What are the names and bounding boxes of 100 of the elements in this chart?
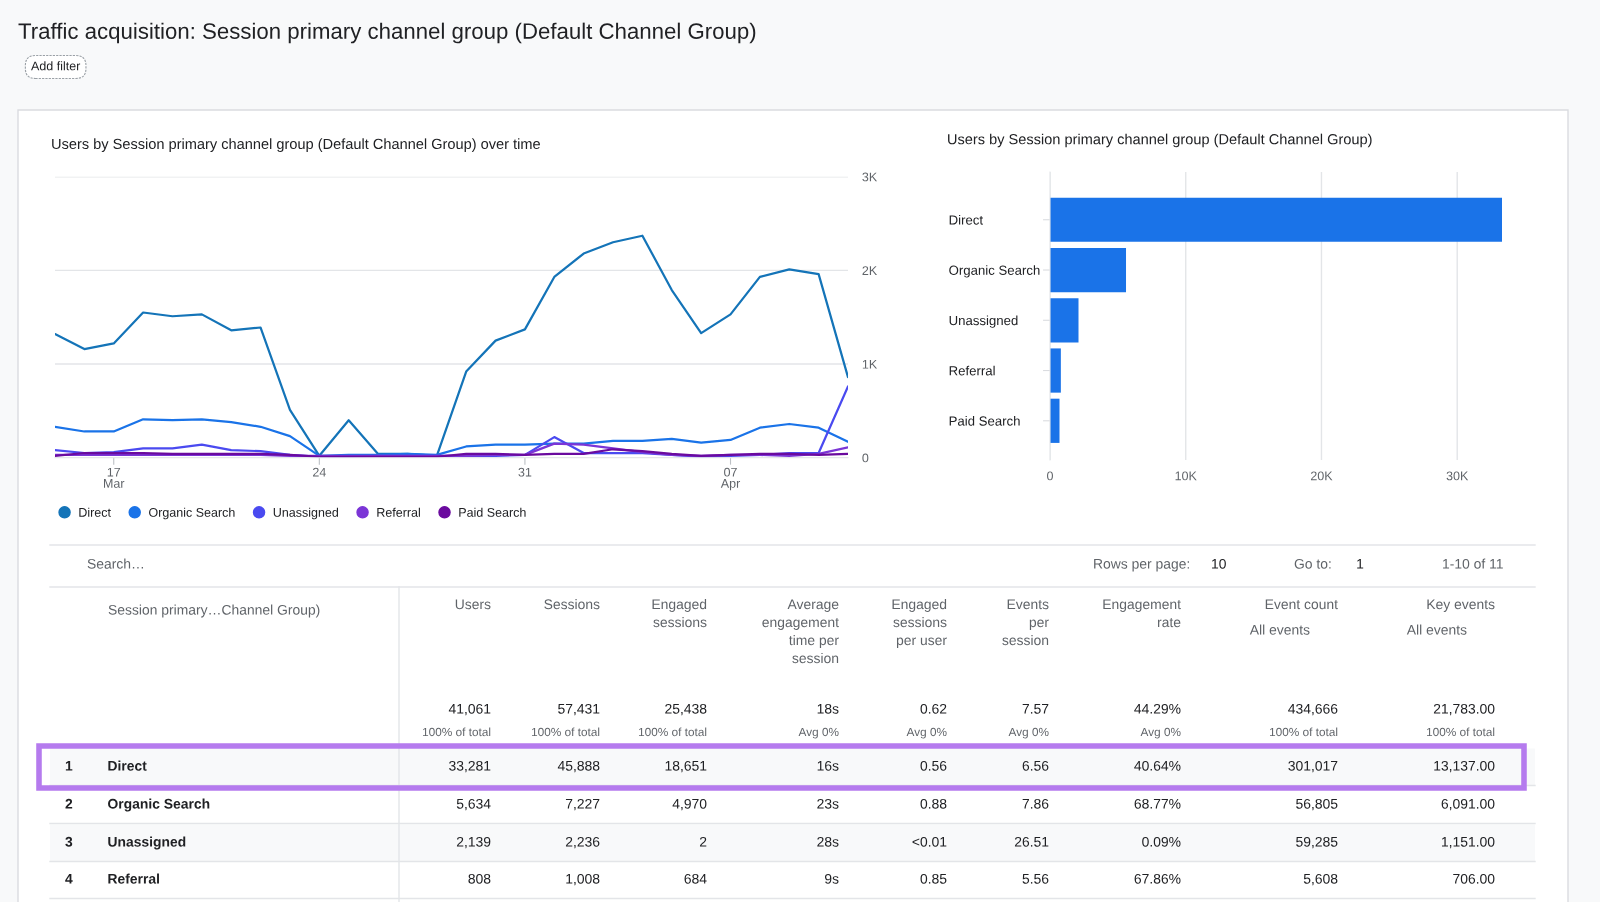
legend-label: Paid Search: [459, 507, 526, 517]
category-label: Session primary…Channel Group): [108, 604, 320, 618]
text: 5.56: [1022, 873, 1049, 884]
text: 0.56: [920, 760, 947, 771]
category-label: Average engagement time per session: [762, 599, 839, 664]
text: 100% of total: [531, 727, 600, 737]
category-label: Key events: [1427, 599, 1495, 612]
text: 808: [468, 873, 491, 884]
text: 7,227: [565, 798, 600, 811]
legend-label: Referral: [377, 507, 420, 517]
text: 16s: [817, 760, 839, 771]
legend-label: Organic Search: [149, 507, 235, 520]
y-tick-label: 3K: [862, 172, 878, 182]
text: Search…: [87, 558, 144, 569]
text: 10: [1212, 558, 1226, 569]
text: 2,236: [565, 836, 600, 849]
text: 706.00: [1453, 873, 1495, 884]
text: Avg 0%: [798, 727, 839, 739]
text: 18s: [817, 703, 839, 714]
text: 26.51: [1014, 836, 1049, 847]
text: 33,281: [449, 760, 491, 773]
text: 100% of total: [422, 727, 491, 737]
text: 301,017: [1288, 760, 1338, 773]
bar: [1050, 398, 1060, 443]
text: All events: [1406, 624, 1467, 635]
category-label: Users: [455, 599, 491, 610]
text: 100% of total: [1426, 727, 1495, 737]
text: Avg 0%: [906, 727, 947, 739]
text: 68.77%: [1134, 798, 1181, 809]
text: 3 Unassigned: [65, 836, 186, 850]
chart-title: Users by Session primary channel group (Default Channel Group) over time: [52, 138, 540, 152]
text: 56,805: [1296, 798, 1338, 811]
y-tick-label: 2K: [862, 266, 878, 275]
legend-label: Unassigned: [273, 507, 339, 520]
text: 2: [699, 836, 707, 847]
y-tick-label: Organic Search: [949, 265, 1040, 278]
text: <0.01: [912, 836, 947, 847]
text: 0.09%: [1142, 836, 1181, 847]
text: 7.86: [1022, 798, 1049, 809]
x-tick-label: 24: [313, 467, 326, 477]
text: 0.85: [920, 873, 947, 884]
text: Avg 0%: [1140, 727, 1181, 739]
text: 4,970: [672, 798, 707, 811]
category-label: Sessions: [544, 599, 600, 610]
x-tick-label: 0: [1047, 471, 1053, 481]
text: 23s: [817, 798, 839, 809]
x-tick-label: 31: [518, 467, 532, 477]
text: 100% of total: [1269, 727, 1338, 737]
text: Add filter: [31, 61, 81, 71]
x-tick-label: 10K: [1175, 471, 1197, 481]
text: 7.57: [1022, 704, 1049, 714]
bar: [1050, 348, 1061, 393]
chart-title: Users by Session primary channel group (Default Channel Group): [948, 133, 1372, 148]
text: 40.64%: [1134, 760, 1181, 771]
text: 2 Organic Search: [65, 798, 210, 812]
line-series: [55, 448, 848, 458]
text: 5,634: [456, 798, 491, 811]
text: 57,431: [558, 703, 600, 716]
line-series: [55, 234, 848, 457]
y-tick-label: Referral: [949, 365, 995, 376]
text: 1: [1357, 559, 1364, 569]
text: 67.86%: [1134, 873, 1181, 884]
text: 5,608: [1303, 873, 1338, 886]
text: 1 Direct: [65, 760, 147, 771]
text: 21,783.00: [1433, 703, 1495, 716]
text: 2,139: [456, 836, 491, 849]
text: Avg 0%: [1008, 727, 1049, 739]
text: 100% of total: [638, 727, 707, 737]
text: 4 Referral: [65, 873, 159, 884]
y-tick-label: Unassigned: [949, 315, 1018, 328]
text: 0.88: [920, 798, 947, 809]
text: Rows per page:: [1094, 559, 1190, 572]
text: 6.56: [1022, 760, 1049, 771]
text: 59,285: [1296, 836, 1338, 849]
text: Traffic acquisition: Session primary channel group (Default Channel Group): [18, 22, 756, 44]
y-tick-label: 0: [862, 453, 869, 463]
category-label: Engaged sessions: [652, 599, 707, 628]
category-label: Events per session: [1002, 599, 1049, 646]
text: 684: [684, 873, 707, 884]
y-tick-label: Direct: [949, 214, 983, 225]
bar: [1050, 197, 1502, 242]
y-tick-label: 1K: [862, 359, 878, 369]
text: 28s: [817, 836, 839, 847]
text: 44.29%: [1134, 703, 1181, 714]
text: 45,888: [557, 760, 600, 773]
text: 9s: [824, 873, 839, 884]
bar: [1050, 247, 1127, 293]
text: 13,137.00: [1434, 760, 1495, 773]
category-label: Engagement rate: [1103, 599, 1181, 628]
y-tick-label: Paid Search: [949, 416, 1020, 426]
legend-label: Direct: [79, 507, 111, 517]
category-label: Event count: [1265, 599, 1338, 610]
text: 0.62: [920, 703, 947, 714]
text: 1-10 of 11: [1443, 558, 1503, 569]
text: Go to:: [1294, 558, 1331, 569]
x-tick-label: 30K: [1446, 471, 1469, 481]
text: 6,091.00: [1441, 798, 1495, 811]
x-tick-label: 17 Mar: [104, 467, 125, 488]
text: 41,061: [448, 703, 491, 716]
text: 434,666: [1288, 703, 1338, 716]
